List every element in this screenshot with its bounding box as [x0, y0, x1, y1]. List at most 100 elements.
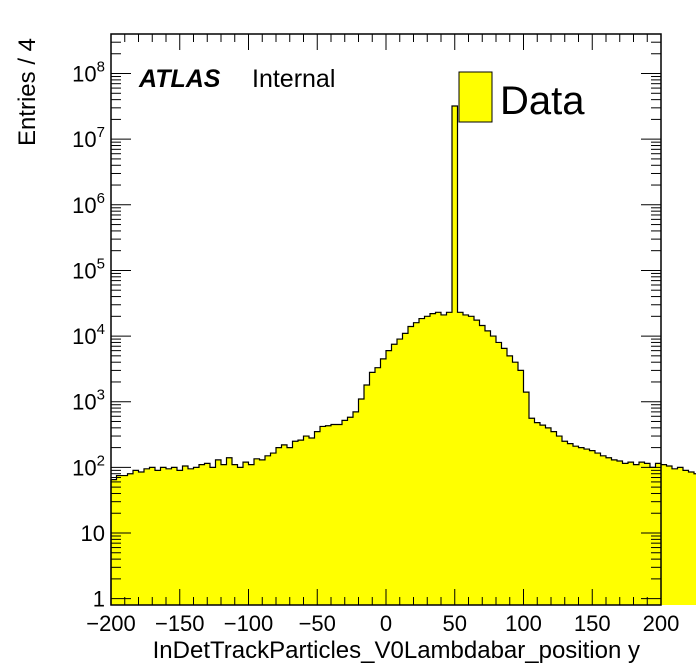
- histogram-bin: [259, 459, 266, 605]
- histogram-bin: [567, 443, 574, 605]
- y-axis-title: Entries / 4: [14, 38, 41, 146]
- histogram-bin: [248, 464, 255, 605]
- histogram-bars: [111, 106, 696, 605]
- histogram-bin: [666, 465, 673, 605]
- histogram-bin: [617, 460, 623, 605]
- histogram-bin: [380, 358, 387, 605]
- histogram-bin: [573, 446, 579, 605]
- histogram-bin: [325, 425, 332, 605]
- x-axis-title: InDetTrackParticles_V0Lambdabar_position…: [153, 637, 640, 664]
- histogram-bin: [408, 326, 414, 605]
- legend-label-data: Data: [500, 79, 585, 123]
- histogram-bin: [210, 467, 216, 605]
- histogram-bin: [221, 464, 227, 605]
- histogram-bin: [122, 475, 128, 605]
- histogram-bin: [452, 106, 458, 605]
- histogram-bin: [386, 350, 392, 605]
- x-tick-label: −200: [86, 611, 136, 636]
- histogram-bin: [193, 467, 200, 605]
- histogram-bin: [496, 342, 502, 605]
- histogram-bin: [292, 441, 299, 605]
- histogram-bin: [215, 459, 222, 605]
- histogram-bin: [149, 467, 156, 605]
- histogram-bin: [600, 455, 607, 605]
- histogram-bin: [474, 320, 480, 605]
- histogram-bin: [331, 424, 337, 605]
- y-tick-label: 1: [93, 587, 105, 612]
- histogram-bin: [265, 455, 271, 605]
- histogram-bin: [397, 339, 403, 605]
- x-tick-label: 100: [505, 611, 542, 636]
- histogram-bin: [633, 464, 640, 605]
- histogram-bin: [551, 431, 557, 605]
- histogram-bin: [622, 463, 629, 605]
- histogram-bin: [226, 457, 233, 605]
- x-tick-label: −100: [224, 611, 274, 636]
- histogram-bin: [276, 447, 282, 605]
- histogram-bin: [199, 464, 205, 605]
- histogram-bin: [298, 440, 304, 605]
- histogram-bin: [375, 367, 381, 605]
- histogram-outline: [110, 105, 696, 605]
- histogram-bin: [237, 467, 244, 605]
- histogram-bin: [545, 427, 552, 605]
- histogram-bin: [501, 348, 508, 605]
- histogram-bin: [364, 384, 370, 605]
- y-tick-label: 102: [72, 452, 105, 480]
- histogram-bin: [578, 447, 585, 605]
- histogram-bin: [688, 471, 695, 605]
- y-tick-label: 106: [72, 190, 105, 218]
- histogram-bin: [347, 417, 354, 605]
- histogram-bin: [166, 468, 172, 605]
- histogram-bin: [424, 316, 431, 605]
- histogram-bin: [111, 479, 117, 605]
- histogram-bin: [358, 399, 365, 605]
- histogram-bin: [589, 450, 596, 605]
- y-tick-label: 104: [72, 321, 105, 349]
- histogram-bin: [336, 424, 343, 605]
- histogram-bin: [353, 411, 359, 605]
- histogram-bin: [628, 462, 634, 605]
- y-tick-label: 108: [72, 59, 105, 87]
- histogram-bin: [677, 467, 684, 605]
- histogram-bin: [639, 462, 645, 605]
- x-tick-label: 200: [643, 611, 680, 636]
- histogram-bin: [138, 471, 145, 605]
- histogram-bin: [512, 362, 519, 605]
- histogram-bin: [435, 312, 442, 605]
- histogram-bin: [144, 468, 150, 605]
- histogram-bin: [391, 344, 398, 605]
- histogram-bin: [204, 463, 211, 605]
- histogram-bin: [281, 444, 288, 605]
- x-tick-label: −50: [299, 611, 336, 636]
- histogram-bin: [133, 470, 139, 605]
- histogram-bin: [182, 465, 189, 605]
- legend: Data: [458, 71, 585, 123]
- histogram-bin: [287, 447, 293, 605]
- histogram-bin: [254, 458, 260, 605]
- histogram-bin: [446, 312, 453, 605]
- histogram-bin: [490, 336, 497, 605]
- atlas-status-label: Internal: [252, 65, 335, 93]
- histogram-bin: [160, 467, 167, 605]
- histogram-bin: [694, 473, 696, 605]
- histogram-bin: [584, 449, 590, 605]
- histogram-bin: [314, 431, 321, 605]
- histogram-bin: [468, 316, 475, 605]
- y-tick-label: 103: [72, 387, 105, 415]
- x-tick-label: 50: [443, 611, 467, 636]
- legend-swatch-data: [458, 71, 493, 123]
- histogram-bin: [232, 464, 238, 605]
- histogram-bin: [419, 318, 425, 605]
- histogram-bin: [188, 468, 194, 605]
- histogram-bin: [556, 436, 563, 605]
- x-tick-label: −150: [155, 611, 205, 636]
- x-tick-label: 150: [574, 611, 611, 636]
- histogram-bin: [369, 372, 376, 605]
- histogram-bin: [320, 426, 326, 605]
- histogram-bin: [672, 468, 678, 605]
- histogram-bin: [529, 418, 535, 605]
- y-tick-labels: 1 10 102 103 104 105 106 107 108: [72, 59, 105, 612]
- axis-ticks: [110, 33, 662, 605]
- histogram-bin: [463, 314, 469, 605]
